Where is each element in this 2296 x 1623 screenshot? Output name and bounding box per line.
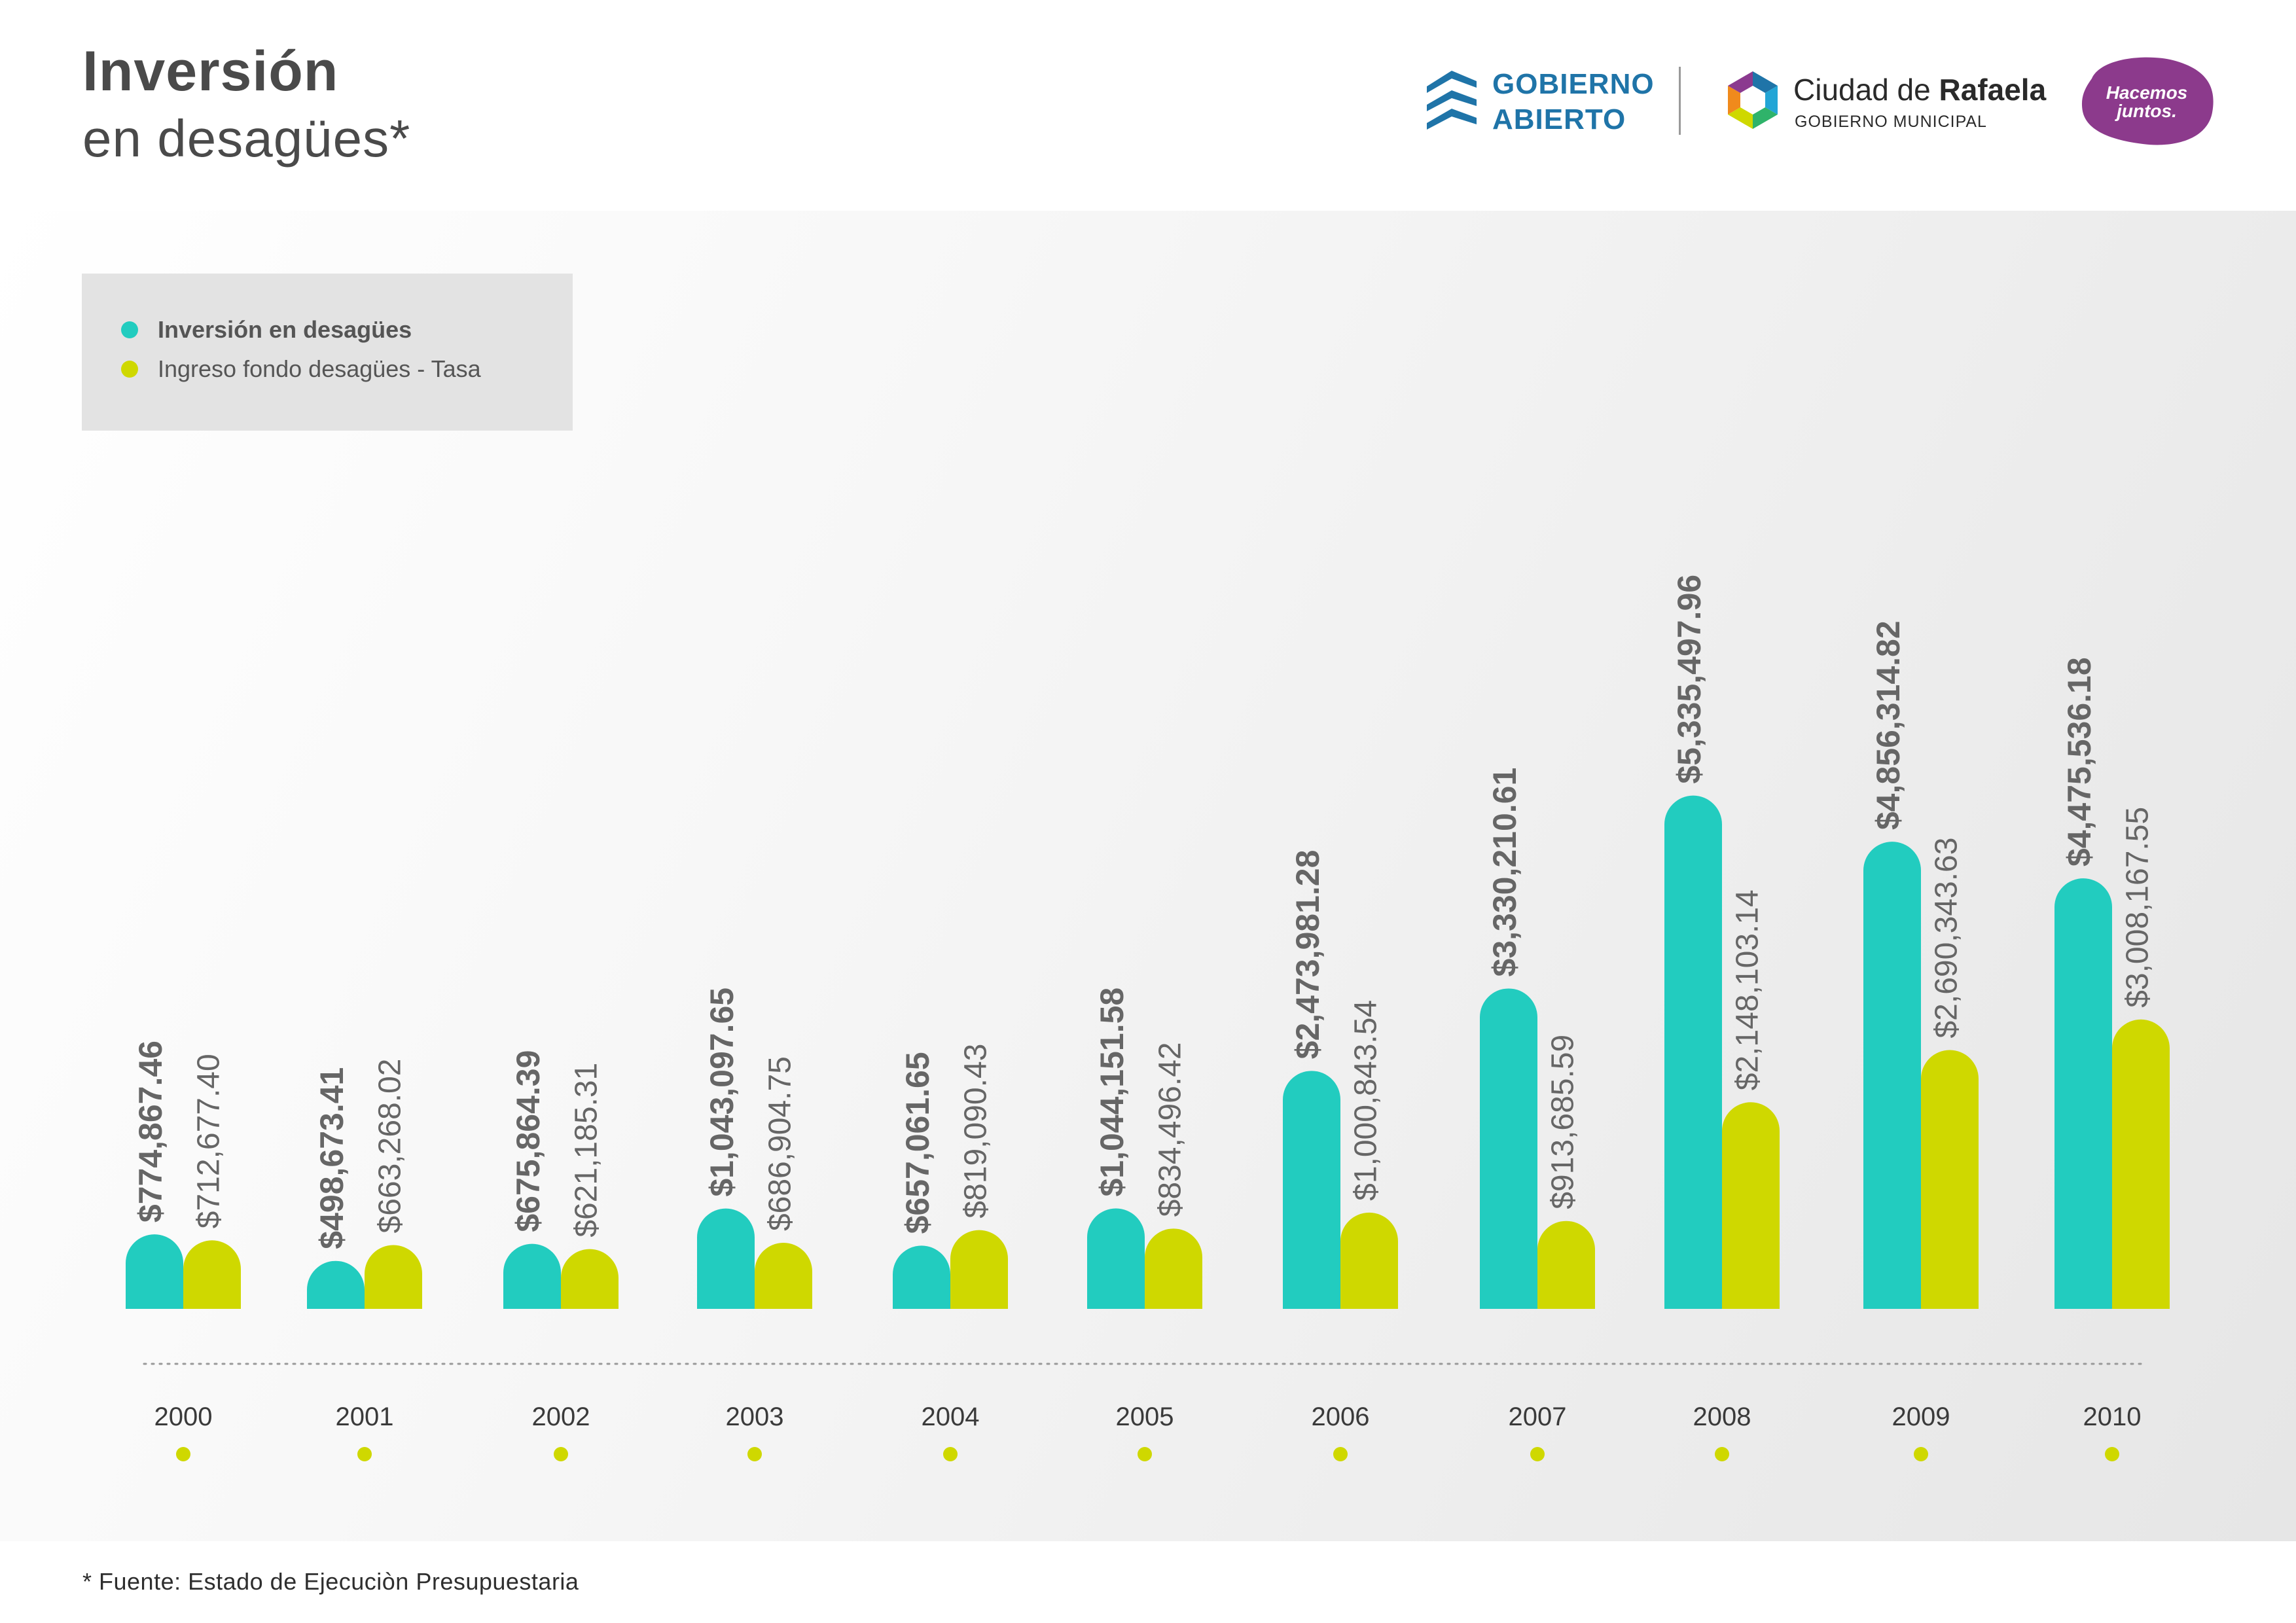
hacemos-juntos-badge (2081, 57, 2214, 145)
bar-inversion (697, 1208, 755, 1309)
legend-label-inversion: Inversión en desagües (158, 316, 412, 343)
bar-ingreso (1921, 1050, 1979, 1309)
value-label-inversion: $1,043,097.65 (704, 988, 740, 1197)
value-label-inversion: $498,673.41 (314, 1067, 350, 1249)
hacemos-juntos-text: Hacemos juntos. (2106, 82, 2188, 121)
value-label-ingreso: $621,185.31 (569, 1063, 604, 1238)
year-marker-dot (2105, 1447, 2119, 1461)
year-marker-dot (943, 1447, 958, 1461)
value-label-ingreso: $1,000,843.54 (1349, 1000, 1384, 1201)
legend: Inversión en desagües Ingreso fondo desa… (82, 274, 573, 431)
logo-bar: GOBIERNO ABIERTO Ciudad de Rafaela GOBIE… (1414, 52, 2225, 157)
value-label-ingreso: $2,148,103.14 (1731, 889, 1765, 1090)
value-label-ingreso: $686,904.75 (763, 1056, 798, 1231)
legend-dot-inversion (121, 321, 138, 338)
year-marker-dot (176, 1447, 190, 1461)
rafaela-subtitle: GOBIERNO MUNICIPAL (1795, 113, 1987, 131)
year-marker-dot (1530, 1447, 1545, 1461)
value-label-ingreso: $712,677.40 (192, 1054, 226, 1228)
x-tick-label: 2004 (922, 1402, 980, 1431)
year-marker-dot (747, 1447, 762, 1461)
value-label-inversion: $4,856,314.82 (1870, 620, 1907, 830)
value-label-inversion: $4,475,536.18 (2061, 657, 2098, 866)
bar-ingreso (183, 1240, 242, 1309)
value-label-inversion: $657,061.65 (899, 1052, 936, 1234)
source-footnote: * Fuente: Estado de Ejecuciòn Presupuest… (82, 1568, 579, 1595)
value-label-inversion: $2,473,981.28 (1289, 850, 1326, 1060)
year-marker-dot (554, 1447, 568, 1461)
value-label-ingreso: $663,268.02 (373, 1059, 408, 1234)
logo-divider (1679, 67, 1681, 135)
bar-ingreso (1145, 1228, 1202, 1309)
x-tick-label: 2005 (1116, 1402, 1174, 1431)
year-marker-dot (1138, 1447, 1152, 1461)
gobierno-abierto-line1: GOBIERNO (1492, 68, 1655, 100)
legend-label-ingreso: Ingreso fondo desagües - Tasa (158, 355, 481, 382)
year-marker-dot (1715, 1447, 1729, 1461)
value-label-inversion: $675,864.39 (510, 1050, 547, 1232)
legend-dot-ingreso (121, 361, 138, 378)
legend-item-inversion: Inversión en desagües (121, 315, 412, 344)
bar-inversion (1863, 842, 1921, 1309)
value-label-ingreso: $834,496.42 (1153, 1042, 1188, 1217)
hexagon-ring-icon (1728, 71, 1778, 129)
bar-inversion (307, 1260, 365, 1309)
year-marker-dot (1914, 1447, 1928, 1461)
value-label-inversion: $774,867.46 (132, 1041, 169, 1222)
bar-inversion (2054, 878, 2112, 1309)
bar-inversion (893, 1245, 950, 1309)
value-label-ingreso: $913,685.59 (1546, 1035, 1581, 1209)
page-title: Inversión (82, 40, 339, 103)
bar-inversion (1087, 1208, 1145, 1309)
x-tick-label: 2002 (532, 1402, 590, 1431)
value-label-ingreso: $819,090.43 (959, 1044, 994, 1219)
x-tick-label: 2010 (2083, 1402, 2142, 1431)
bar-ingreso (1340, 1212, 1398, 1309)
x-tick-label: 2001 (336, 1402, 394, 1431)
bar-ingreso (755, 1243, 812, 1309)
bar-ingreso (561, 1249, 619, 1309)
bar-ingreso (1722, 1102, 1780, 1309)
year-marker-dot (357, 1447, 372, 1461)
value-label-ingreso: $3,008,167.55 (2121, 807, 2155, 1008)
bar-ingreso (2112, 1019, 2170, 1309)
bar-inversion (503, 1243, 561, 1309)
value-label-inversion: $3,330,210.61 (1486, 768, 1523, 977)
legend-item-ingreso: Ingreso fondo desagües - Tasa (121, 355, 481, 383)
year-marker-dot (1333, 1447, 1348, 1461)
page-subtitle: en desagües* (82, 109, 411, 168)
x-tick-label: 2009 (1892, 1402, 1950, 1431)
header: Inversión en desagües* GOBIERNO ABIERTO … (0, 0, 2296, 211)
bar-ingreso (950, 1230, 1008, 1309)
x-tick-label: 2006 (1312, 1402, 1370, 1431)
value-label-inversion: $1,044,151.58 (1094, 988, 1130, 1197)
bar-inversion (126, 1234, 183, 1309)
bar-inversion (1480, 988, 1537, 1309)
rafaela-name: Ciudad de Rafaela (1793, 73, 2047, 107)
bar-inversion (1664, 795, 1722, 1309)
bar-ingreso (1537, 1221, 1595, 1309)
x-tick-label: 2000 (154, 1402, 213, 1431)
value-label-ingreso: $2,690,343.63 (1929, 838, 1964, 1039)
bar-ingreso (365, 1245, 422, 1309)
x-tick-label: 2003 (726, 1402, 784, 1431)
x-tick-label: 2008 (1693, 1402, 1751, 1431)
gobierno-abierto-line2: ABIERTO (1492, 103, 1626, 135)
bar-inversion (1283, 1071, 1340, 1309)
layered-chevrons-icon (1427, 71, 1477, 130)
value-label-inversion: $5,335,497.96 (1671, 575, 1708, 784)
x-tick-label: 2007 (1509, 1402, 1567, 1431)
